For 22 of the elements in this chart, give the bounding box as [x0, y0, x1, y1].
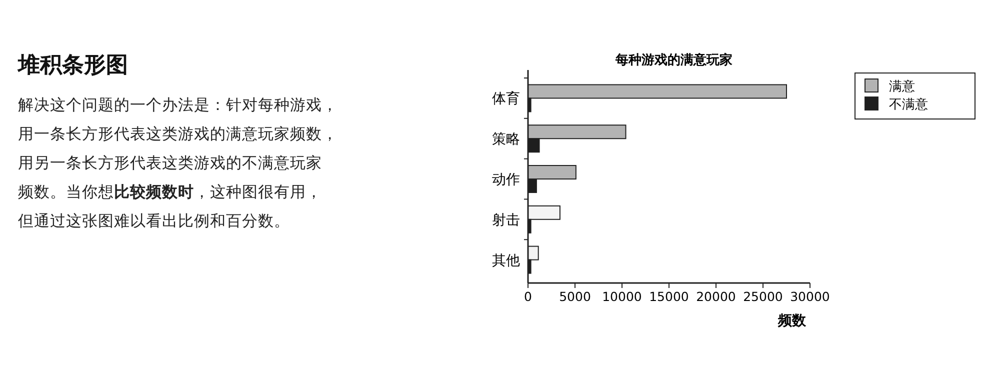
x-tick-label: 25000	[743, 289, 783, 304]
text: 用一条长方形代表这类游戏的满意玩家频数，	[18, 125, 338, 143]
legend-label: 不满意	[889, 98, 928, 112]
x-axis-title: 频数	[777, 313, 807, 329]
legend-label: 满意	[889, 80, 915, 94]
x-tick-label: 20000	[696, 289, 736, 304]
x-tick-label: 30000	[790, 289, 830, 304]
text: 频数。当你想比较频数时，这种图很有用，	[18, 183, 322, 201]
x-tick-label: 5000	[559, 289, 591, 304]
x-tick-label: 0	[524, 289, 532, 304]
y-tick-label: 体育	[492, 90, 520, 108]
y-tick-label: 射击	[492, 212, 520, 228]
y-tick-label: 策略	[492, 132, 520, 148]
x-tick-label: 15000	[649, 289, 689, 304]
chart-title: 每种游戏的满意玩家	[614, 52, 732, 68]
text: 用另一条长方形代表这类游戏的不满意玩家	[18, 154, 322, 172]
text: 但通过这张图难以看出比例和百分数。	[18, 212, 290, 230]
y-tick-label: 其他	[492, 252, 520, 269]
y-tick-label: 动作	[492, 172, 520, 188]
x-tick-label: 10000	[602, 289, 642, 304]
text: 堆积条形图	[17, 53, 128, 78]
text: 解决这个问题的一个办法是：针对每种游戏，	[18, 96, 338, 114]
